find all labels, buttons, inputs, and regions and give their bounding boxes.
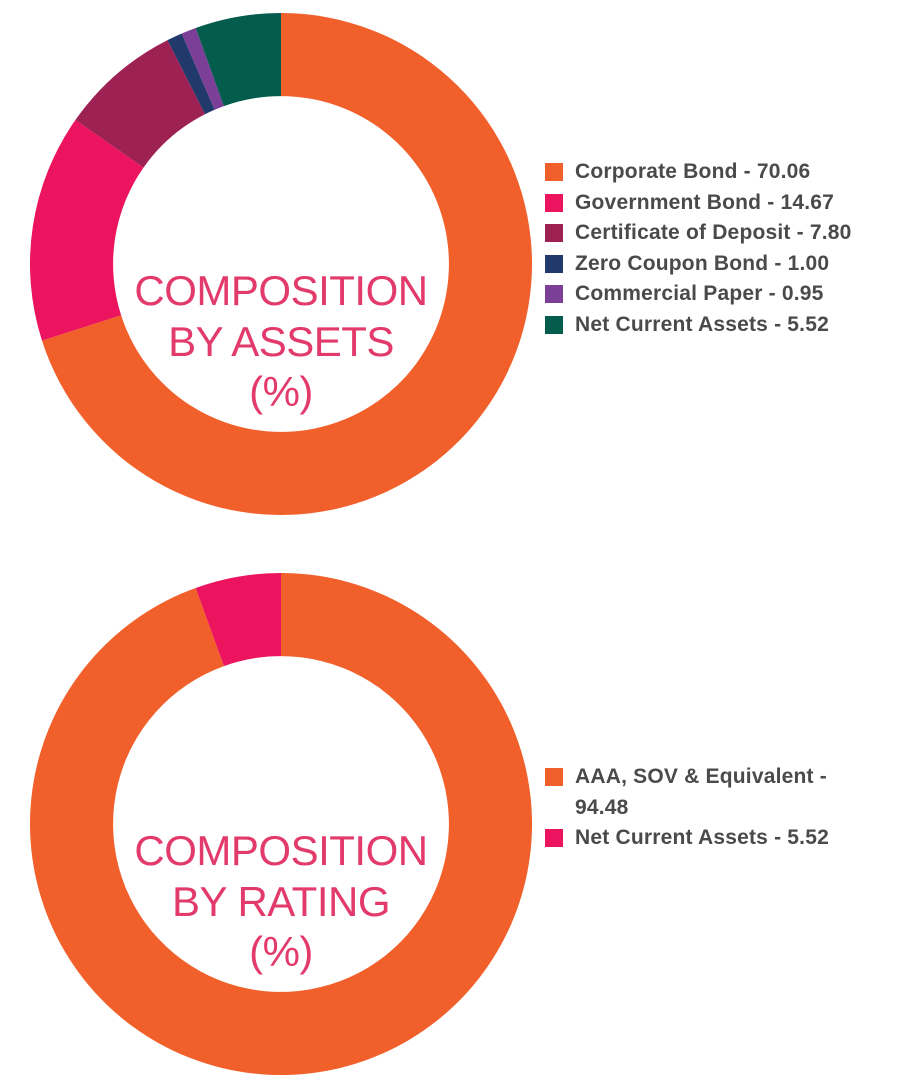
legend-swatch-aaa-sov-equivalent	[545, 768, 563, 786]
legend-label: AAA, SOV & Equivalent - 94.48	[575, 765, 827, 819]
donut-center-title-rating: COMPOSITION BY RATING (%)	[30, 826, 532, 978]
title-line: (%)	[249, 368, 313, 415]
legend-label: Government Bond - 14.67	[575, 190, 834, 214]
title-line: BY RATING	[172, 877, 391, 925]
donut-slice-aaa-sov-equivalent	[30, 573, 532, 1075]
legend-swatch-corporate-bond	[545, 163, 563, 181]
legend-swatch-government-bond	[545, 193, 563, 212]
legend-label: Certificate of Deposit - 7.80	[575, 221, 852, 244]
legend-item-government-bond: Government Bond - 14.67	[545, 188, 905, 219]
legend-item-certificate-of-deposit: Certificate of Deposit - 7.80	[545, 218, 905, 249]
donut-slice-zero-coupon-bond	[167, 33, 215, 115]
legend-rating: AAA, SOV & Equivalent - 94.48 Net Current…	[545, 762, 837, 854]
legend-item-aaa-sov-equivalent: AAA, SOV & Equivalent - 94.48	[545, 762, 837, 823]
legend-item-zero-coupon-bond: Zero Coupon Bond - 1.00	[545, 249, 905, 280]
legend-swatch-commercial-paper	[545, 285, 563, 303]
donut-chart-assets	[30, 13, 532, 515]
legend-swatch-net-current-assets	[545, 315, 563, 334]
donut-slice-net-current-assets	[195, 573, 281, 667]
donut-slice-government-bond	[30, 119, 144, 341]
donut-center-title-assets: COMPOSITION BY ASSETS (%)	[30, 266, 532, 418]
title-line: COMPOSITION	[134, 827, 428, 874]
donut-slice-corporate-bond	[41, 13, 532, 515]
legend-assets: Corporate Bond - 70.06 Government Bond - …	[545, 157, 905, 340]
legend-swatch-zero-coupon-bond	[545, 254, 563, 273]
donut-slice-certificate-of-deposit	[75, 40, 206, 168]
title-line: BY ASSETS	[168, 317, 394, 365]
legend-item-net-current-assets: Net Current Assets - 5.52	[545, 823, 837, 854]
legend-label: Zero Coupon Bond - 1.00	[575, 251, 830, 275]
donut-slice-net-current-assets	[195, 13, 281, 107]
legend-item-corporate-bond: Corporate Bond - 70.06	[545, 157, 905, 188]
donut-chart-rating	[30, 573, 532, 1075]
legend-label: Net Current Assets - 5.52	[575, 312, 829, 336]
donut-slice-commercial-paper	[181, 27, 224, 110]
legend-swatch-net-current-assets	[545, 829, 563, 847]
donut-rating: COMPOSITION BY RATING (%)	[30, 573, 532, 1075]
title-line: COMPOSITION	[134, 267, 428, 314]
title-line: (%)	[249, 928, 313, 975]
legend-label: Corporate Bond - 70.06	[575, 160, 811, 183]
legend-label: Commercial Paper - 0.95	[575, 282, 824, 305]
legend-item-commercial-paper: Commercial Paper - 0.95	[545, 279, 905, 310]
legend-item-net-current-assets: Net Current Assets - 5.52	[545, 310, 905, 341]
legend-swatch-certificate-of-deposit	[545, 224, 563, 242]
legend-label: Net Current Assets - 5.52	[575, 826, 829, 849]
donut-assets: COMPOSITION BY ASSETS (%)	[30, 13, 532, 515]
